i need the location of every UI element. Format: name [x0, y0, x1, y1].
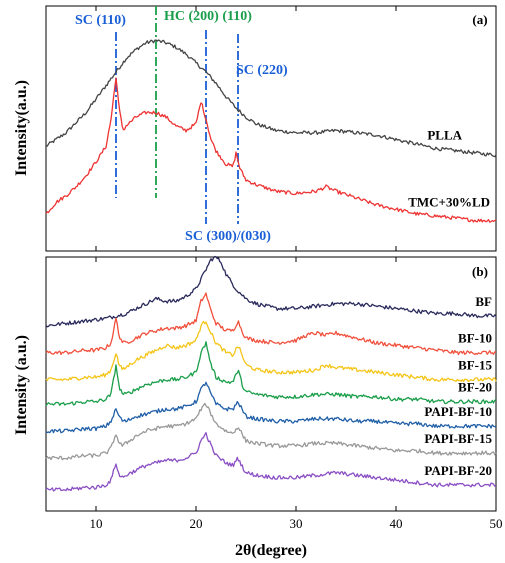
panel-b-frame [45, 256, 497, 512]
x-tick-label: 20 [190, 516, 203, 531]
series-line-bf [45, 255, 497, 328]
x-tick-label: 30 [290, 516, 303, 531]
panel-a-label: (a) [472, 12, 487, 27]
series-label-papi-bf-10: PAPI-BF-10 [424, 404, 492, 419]
series-line-papi-bf-15 [45, 402, 497, 461]
x-tick-label: 50 [490, 516, 503, 531]
x-tick-label: 40 [390, 516, 403, 531]
series-label-papi-bf-15: PAPI-BF-15 [424, 431, 492, 446]
x-tick-label: 10 [90, 516, 103, 531]
series-line-plla [45, 39, 497, 158]
series-line-papi-bf-10 [45, 381, 497, 434]
series-line-bf-15 [45, 320, 497, 383]
series-label-bf-20: BF-20 [458, 380, 492, 395]
panel-a-ylabel: Intensity(a.u.) [13, 80, 30, 176]
annotation-label-2: SC (300)/(030) [185, 229, 271, 244]
series-label-bf-10: BF-10 [458, 331, 492, 346]
annotation-label-3: SC (220) [236, 63, 288, 78]
series-label-papi-bf-20: PAPI-BF-20 [424, 463, 492, 478]
series-label-bf-15: BF-15 [458, 358, 492, 373]
series-line-bf-20 [45, 341, 497, 407]
panel-b-label: (b) [472, 264, 488, 279]
panel-b-labels: BF BF-10 BF-15 BF-20 PAPI-BF-10 PAPI-BF-15 PAP… [424, 294, 492, 478]
series-label-bf: BF [475, 294, 492, 309]
series-line-papi-bf-20 [45, 432, 497, 492]
series-label-plla: PLLA [427, 127, 462, 142]
series-line-bf-10 [45, 292, 497, 356]
panel-a-frame [45, 5, 497, 252]
annotation-label-0: SC (110) [75, 13, 126, 28]
panel-a-annotations: SC (110) HC (200) (110) SC (300)/(030) SC (… [75, 6, 288, 244]
panel-a: SC (110) HC (200) (110) SC (300)/(030) SC (… [13, 5, 497, 252]
panel-b-series [45, 255, 497, 492]
panel-a-series [45, 39, 497, 223]
series-line-tmc-30-ld [45, 77, 497, 223]
series-label-tmc-30-ld: TMC+30%LD [408, 195, 490, 210]
panel-b-ylabel: Intensity (a.u.) [13, 335, 30, 435]
x-axis: 10 20 30 40 50 [90, 6, 503, 531]
annotation-label-1: HC (200) (110) [164, 9, 252, 24]
x-axis-title: 2θ(degree) [235, 542, 307, 559]
panel-a-labels: PLLA TMC+30%LD [408, 127, 490, 209]
panel-b: BF BF-10 BF-15 BF-20 PAPI-BF-10 PAPI-BF-15 PAP… [13, 255, 497, 512]
